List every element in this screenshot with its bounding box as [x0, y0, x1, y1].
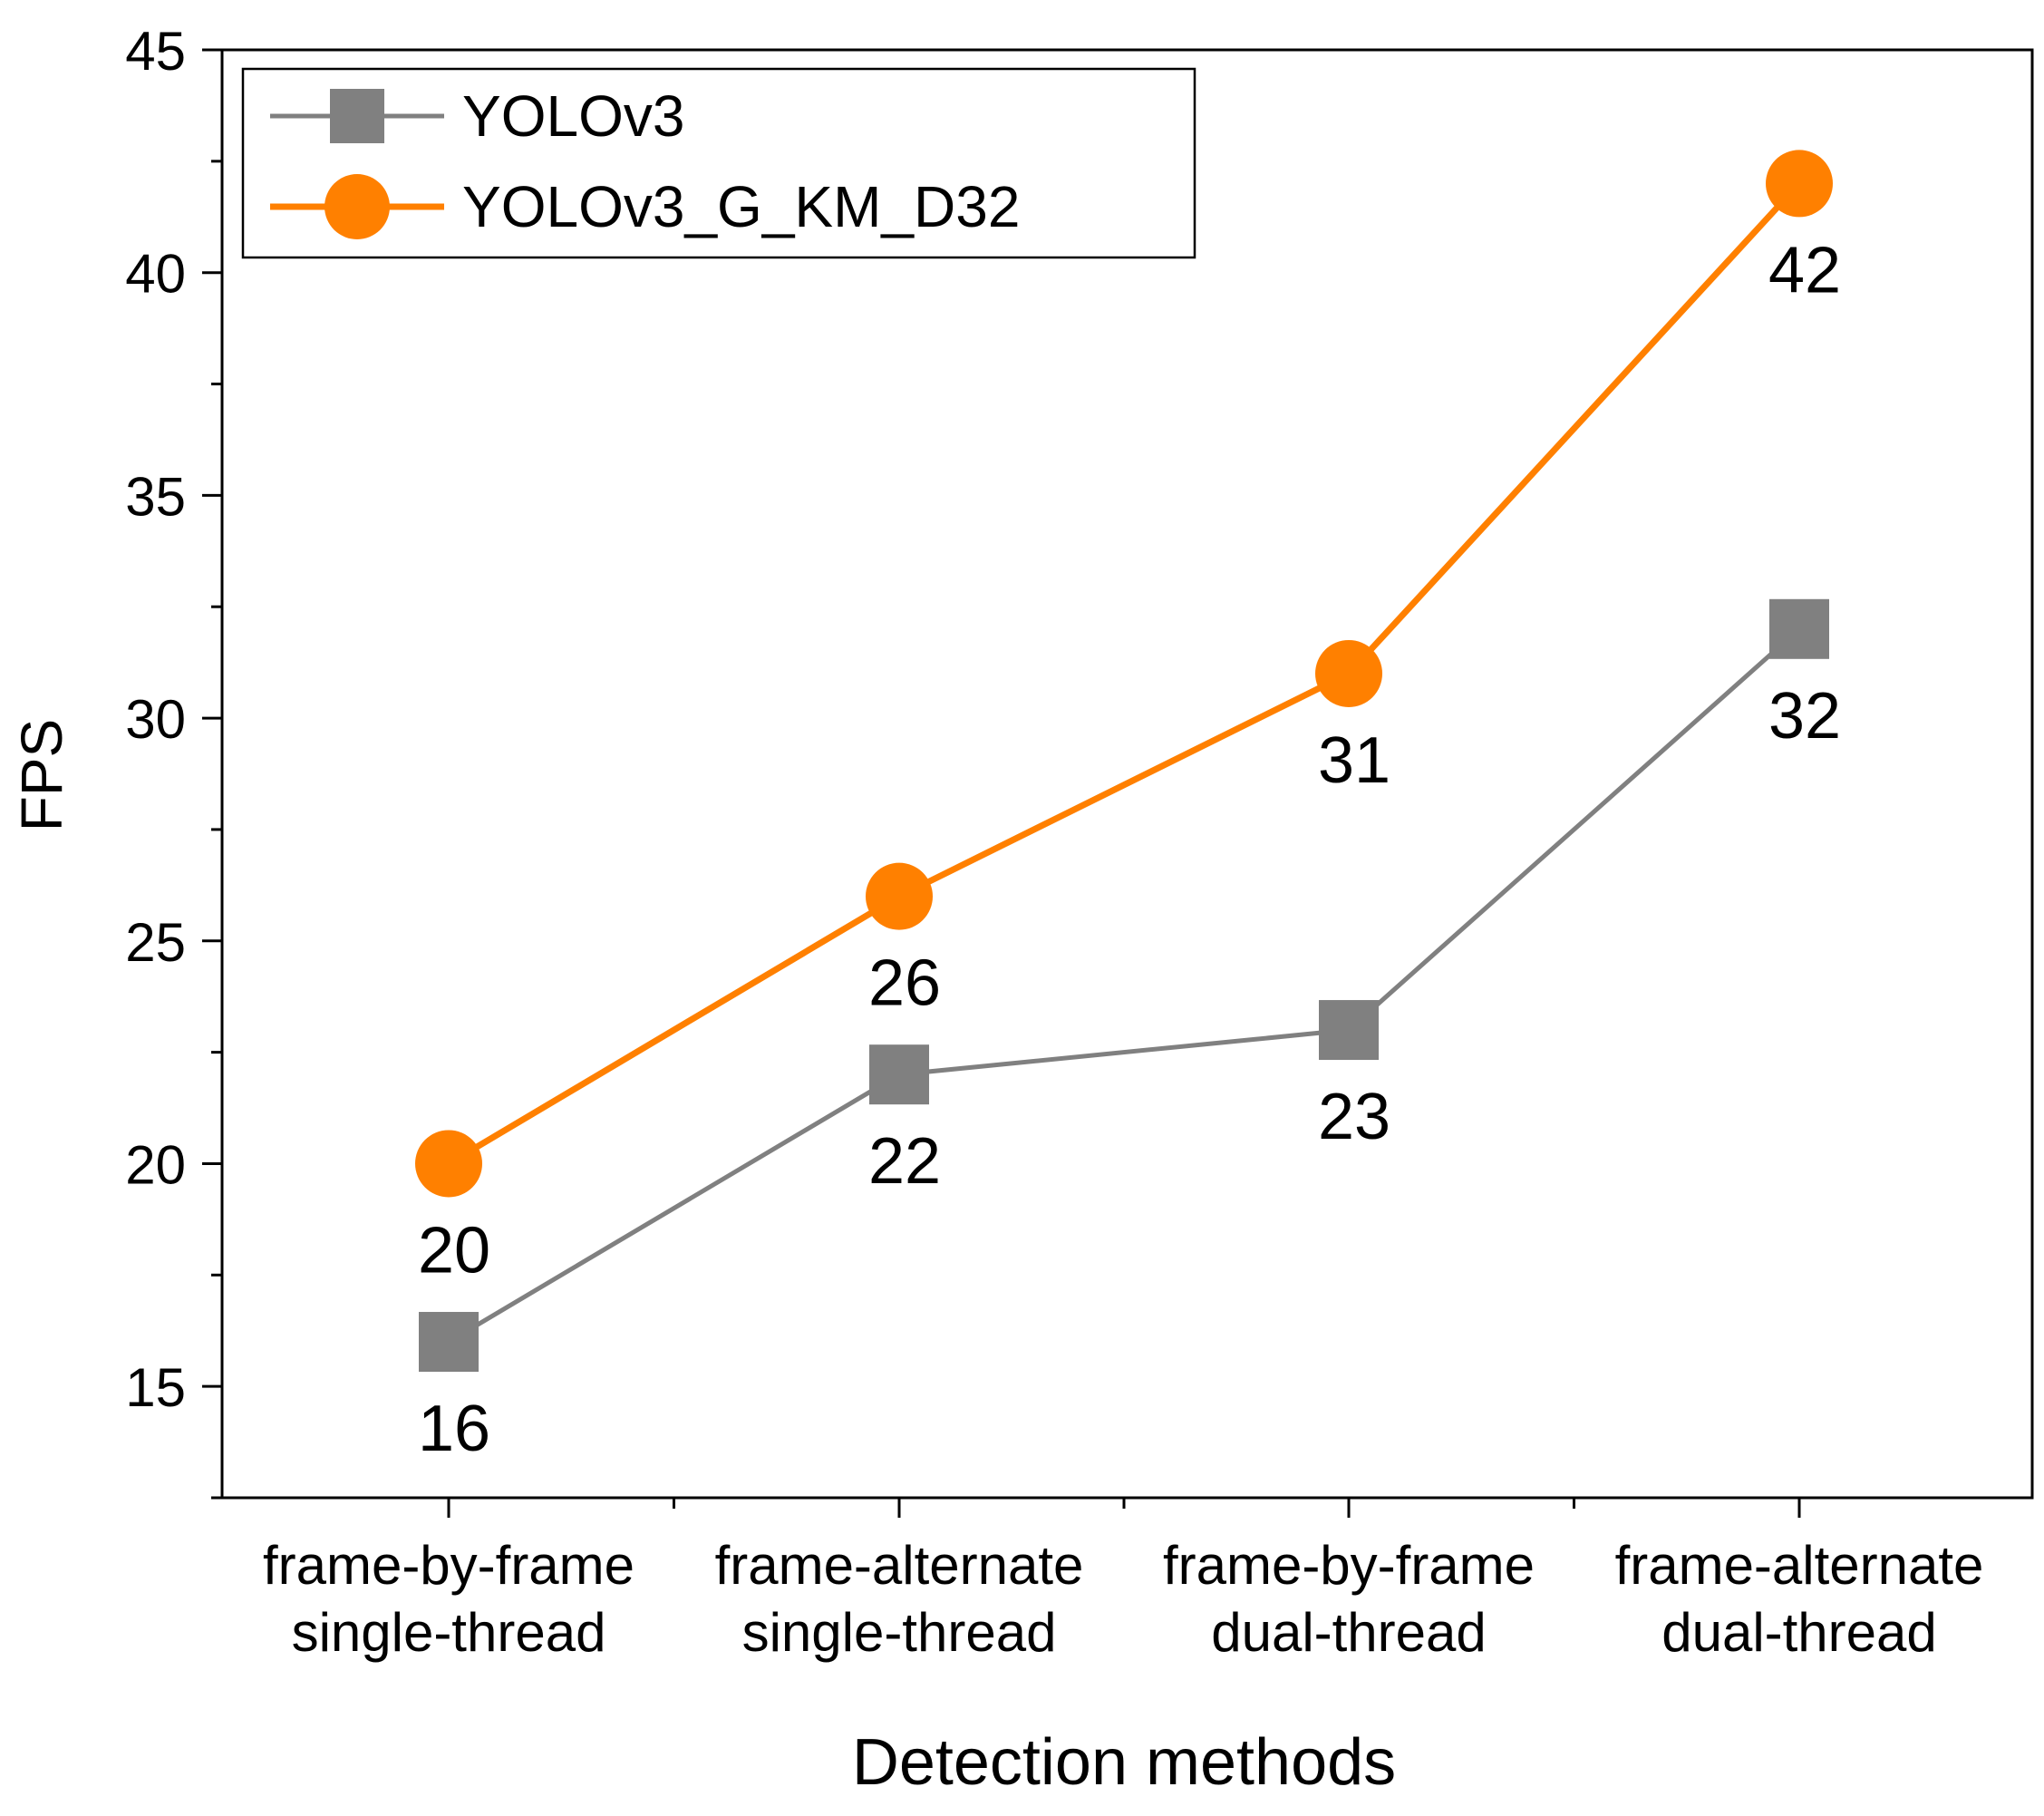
x-tick-label-line: dual-thread	[1211, 1602, 1487, 1663]
data-labels-group: 16 22 23 32 20 26 31 42	[418, 234, 1841, 1465]
y-tick-label: 20	[125, 1134, 186, 1195]
data-point-yolov3-g-km-d32	[1315, 639, 1382, 707]
data-label-yolov3: 16	[418, 1393, 490, 1465]
data-point-yolov3-g-km-d32	[866, 862, 933, 930]
y-tick-label: 30	[125, 689, 186, 750]
data-label-yolov3-g-km-d32: 31	[1318, 724, 1390, 797]
x-tick-label-line: frame-alternate	[1615, 1535, 1984, 1596]
y-tick-label: 25	[125, 912, 186, 973]
data-point-yolov3-g-km-d32	[1766, 150, 1833, 218]
series-line-yolov3-g-km-d32	[447, 181, 1802, 1167]
x-tick-label-line: frame-by-frame	[263, 1535, 635, 1596]
y-tick-label: 35	[125, 466, 186, 527]
legend-marker-yolov3-square	[330, 89, 384, 143]
plot-frame	[220, 48, 2034, 1500]
y-tick-label: 45	[125, 21, 186, 82]
data-label-yolov3-g-km-d32: 42	[1768, 234, 1841, 306]
data-point-yolov3	[869, 1044, 929, 1105]
data-point-yolov3	[1319, 1000, 1379, 1061]
data-label-yolov3: 32	[1768, 680, 1841, 753]
y-tick-label: 40	[125, 244, 186, 305]
legend: YOLOv3 YOLOv3_G_KM_D32	[241, 67, 1196, 259]
x-tick-label: frame-alternate dual-thread	[1615, 1535, 1984, 1663]
x-axis-label: Detection methods	[852, 1726, 1396, 1799]
data-label-yolov3: 22	[868, 1125, 941, 1198]
data-label-yolov3-g-km-d32: 26	[868, 947, 941, 1020]
legend-marker-yolov3-g-km-d32-circle	[325, 174, 390, 239]
y-axis-label: FPS	[9, 719, 74, 831]
x-tick-label-line: frame-by-frame	[1163, 1535, 1535, 1596]
x-tick-label-line: single-thread	[742, 1602, 1057, 1663]
data-point-yolov3	[419, 1312, 479, 1373]
series-line-yolov3	[447, 626, 1801, 1345]
data-label-yolov3: 23	[1318, 1081, 1390, 1153]
series-group	[415, 150, 1833, 1373]
x-tick-label-line: single-thread	[292, 1602, 606, 1663]
x-tick-label-line: frame-alternate	[715, 1535, 1084, 1596]
data-point-yolov3	[1769, 598, 1829, 659]
legend-label-yolov3-g-km-d32: YOLOv3_G_KM_D32	[462, 174, 1020, 239]
x-tick-label: frame-by-frame single-thread	[263, 1535, 635, 1663]
data-label-yolov3-g-km-d32: 20	[418, 1214, 490, 1287]
x-tick-label: frame-by-frame dual-thread	[1163, 1535, 1535, 1663]
legend-label-yolov3: YOLOv3	[462, 83, 684, 149]
x-tick-label-line: dual-thread	[1661, 1602, 1937, 1663]
x-tick-label: frame-alternate single-thread	[715, 1535, 1084, 1663]
data-point-yolov3-g-km-d32	[415, 1130, 482, 1198]
legend-frame	[241, 67, 1196, 259]
y-tick-label: 15	[125, 1357, 186, 1418]
